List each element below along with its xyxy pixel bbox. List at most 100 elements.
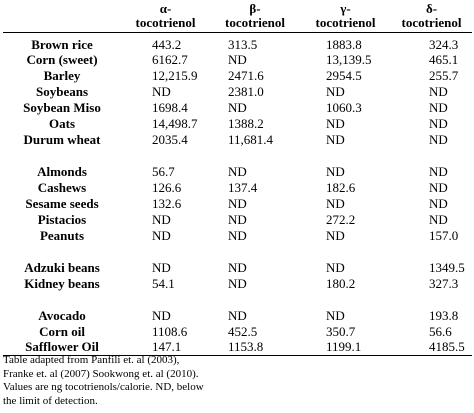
value-cell: ND: [228, 307, 247, 323]
food-name: Cashews: [37, 179, 87, 195]
table-row: Safflower Oil 147.1 1153.8 1199.1 4185.5: [3, 339, 472, 356]
food-name: Safflower Oil: [3, 339, 121, 356]
value-cell: 2381.0: [228, 83, 264, 99]
value-cell: 56.6: [429, 323, 452, 339]
value-cell: 4185.5: [391, 339, 472, 356]
table-row: Pistacios ND ND 272.2 ND: [3, 212, 472, 228]
group-spacer: [3, 244, 472, 260]
food-name: Kidney beans: [24, 275, 100, 291]
value-cell: 56.7: [152, 163, 175, 179]
food-name: Corn (sweet): [26, 51, 98, 67]
value-cell: 14,498.7: [152, 115, 198, 131]
table-header: α-tocotrienol β-tocotrienol γ-tocotrienol δ…: [3, 0, 472, 33]
spacer-cell: [300, 292, 391, 308]
footnote-line: Franke et. al (2007) Sookwong et. al (20…: [3, 367, 199, 380]
value-cell: 193.8: [429, 307, 459, 323]
value-cell: 54.1: [152, 275, 175, 291]
table-footnote: Table adapted from Panfili et. al (2003)…: [3, 354, 204, 408]
table-row: Avocado ND ND ND 193.8: [3, 308, 472, 324]
table-row: Oats 14,498.7 1388.2 ND ND: [3, 116, 472, 132]
food-name: Adzuki beans: [24, 259, 100, 275]
spacer-cell: [300, 244, 391, 260]
value-cell: ND: [152, 227, 171, 243]
table-row: Kidney beans 54.1 ND 180.2 327.3: [3, 276, 472, 292]
table-row: Soybeans ND 2381.0 ND ND: [3, 84, 472, 100]
value-cell: ND: [429, 179, 448, 195]
header-cell-blank: [3, 0, 121, 33]
header-cell-col-3: γ-tocotrienol: [300, 0, 391, 33]
value-cell: 2954.5: [326, 67, 362, 83]
value-cell: ND: [326, 115, 345, 131]
value-cell: ND: [228, 227, 247, 243]
footnote-line: Values are ng tocotrienols/calorie. ND, …: [3, 381, 204, 393]
value-cell: 443.2: [152, 36, 182, 52]
value-cell: ND: [326, 83, 345, 99]
table-row: Barley 12,215.9 2471.6 2954.5 255.7: [3, 68, 472, 84]
value-cell: 1883.8: [326, 36, 362, 52]
spacer-cell: [210, 292, 300, 308]
food-name: Barley: [43, 67, 81, 83]
value-cell: 12,215.9: [152, 67, 198, 83]
spacer-cell: [121, 244, 210, 260]
table-row: Corn (sweet) 6162.7 ND 13,139.5 465.1: [3, 52, 472, 68]
value-cell: 313.5: [228, 36, 258, 52]
food-name: Durum wheat: [23, 131, 101, 147]
spacer-cell: [210, 244, 300, 260]
value-cell: ND: [429, 83, 448, 99]
spacer-cell: [121, 148, 210, 164]
table-row: Peanuts ND ND ND 157.0: [3, 228, 472, 244]
value-cell: 255.7: [429, 67, 459, 83]
value-cell: ND: [152, 211, 171, 227]
value-cell: ND: [152, 83, 171, 99]
spacer-cell: [3, 244, 121, 260]
value-cell: ND: [152, 259, 171, 275]
table-row: Cashews 126.6 137.4 182.6 ND: [3, 180, 472, 196]
spacer-cell: [391, 148, 472, 164]
spacer-cell: [3, 292, 121, 308]
value-cell: ND: [228, 259, 247, 275]
value-cell: 126.6: [152, 179, 182, 195]
value-cell: 1108.6: [152, 323, 188, 339]
spacer-cell: [210, 148, 300, 164]
value-cell: 1153.8: [210, 339, 300, 356]
value-cell: 324.3: [429, 36, 459, 52]
value-cell: 2035.4: [152, 131, 188, 147]
value-cell: ND: [228, 195, 247, 211]
footnote-line: Table adapted from Panfili et. al (2003)…: [3, 354, 180, 366]
value-cell: ND: [326, 195, 345, 211]
value-cell: ND: [228, 51, 247, 67]
value-cell: ND: [228, 99, 247, 115]
food-name: Peanuts: [39, 227, 85, 243]
value-cell: 13,139.5: [326, 51, 372, 67]
value-cell: 272.2: [326, 211, 356, 227]
value-cell: 2471.6: [228, 67, 264, 83]
food-name: Oats: [49, 115, 75, 131]
food-name: Soybeans: [35, 83, 89, 99]
value-cell: ND: [326, 227, 345, 243]
value-cell: 182.6: [326, 179, 356, 195]
value-cell: ND: [326, 307, 345, 323]
table-row: Corn oil 1108.6 452.5 350.7 56.6: [3, 324, 472, 340]
value-cell: ND: [326, 259, 345, 275]
header-cell-col-1: α-tocotrienol: [121, 0, 210, 33]
value-cell: 132.6: [152, 195, 182, 211]
value-cell: 1349.5: [429, 259, 465, 275]
footnote-line: the limit of detection.: [3, 394, 98, 407]
table-body: Brown rice 443.2 313.5 1883.8 324.3 Corn (swe…: [3, 32, 472, 356]
value-cell: 137.4: [228, 179, 258, 195]
value-cell: 147.1: [121, 339, 210, 356]
value-cell: 1199.1: [300, 339, 391, 356]
spacer-cell: [391, 292, 472, 308]
group-spacer: [3, 148, 472, 164]
value-cell: 180.2: [326, 275, 356, 291]
food-name: Corn oil: [39, 323, 85, 339]
value-cell: ND: [326, 131, 345, 147]
table-row: Durum wheat 2035.4 11,681.4 ND ND: [3, 132, 472, 148]
table-row: Adzuki beans ND ND ND 1349.5: [3, 260, 472, 276]
value-cell: ND: [429, 211, 448, 227]
value-cell: ND: [429, 99, 448, 115]
table-row: Brown rice 443.2 313.5 1883.8 324.3: [3, 32, 472, 52]
table-row: Sesame seeds 132.6 ND ND ND: [3, 196, 472, 212]
spacer-cell: [300, 148, 391, 164]
